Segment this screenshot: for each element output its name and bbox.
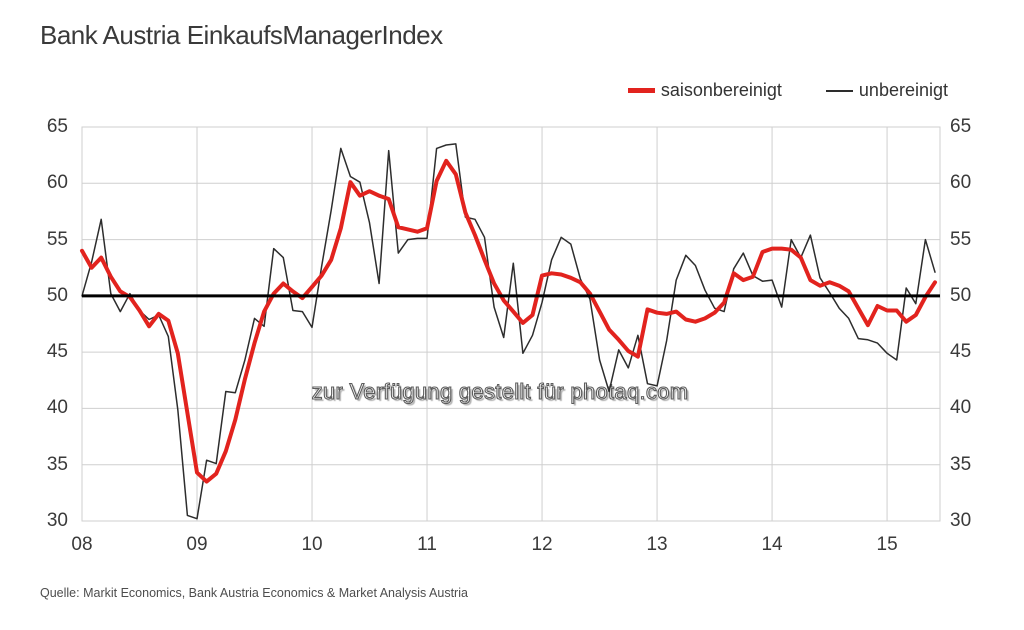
legend-line-swatch xyxy=(627,88,655,93)
legend-line-swatch xyxy=(825,89,853,92)
y-tick-label-left: 55 xyxy=(46,228,68,250)
x-tick-label-14: 14 xyxy=(761,534,783,555)
y-tick-label-right: 40 xyxy=(950,397,972,419)
y-tick-label-left: 50 xyxy=(46,284,68,306)
legend-label: unbereinigt xyxy=(858,80,948,100)
y-tick-label-right: 30 xyxy=(950,510,972,531)
x-tick-label-13: 13 xyxy=(646,534,668,555)
y-tick-label-left: 40 xyxy=(46,397,68,419)
x-tick-label-08: 08 xyxy=(71,534,93,555)
page-title: Bank Austria EinkaufsManagerIndex xyxy=(40,20,443,50)
y-tick-label-right: 60 xyxy=(950,172,972,194)
chart-legend: saisonbereinigt unbereinigt xyxy=(627,80,948,101)
source-attribution: Quelle: Markit Economics, Bank Austria E… xyxy=(40,586,468,600)
y-tick-label-right: 35 xyxy=(950,453,972,475)
y-tick-label-left: 30 xyxy=(46,510,68,531)
x-tick-label-15: 15 xyxy=(876,534,898,555)
y-tick-label-right: 55 xyxy=(950,228,972,250)
y-tick-label-left: 35 xyxy=(46,453,68,475)
legend-label: saisonbereinigt xyxy=(660,80,782,100)
series-line-saisonbereinigt xyxy=(80,158,937,484)
legend-item-unbereinigt: unbereinigt xyxy=(825,80,948,101)
y-tick-label-left: 65 xyxy=(46,116,68,137)
legend-item-saisonbereinigt: saisonbereinigt xyxy=(627,80,782,101)
plot-border xyxy=(81,126,941,522)
y-tick-label-left: 45 xyxy=(46,341,68,363)
y-tick-label-left: 60 xyxy=(46,172,68,194)
series-line-unbereinigt xyxy=(81,143,936,520)
x-tick-label-12: 12 xyxy=(531,534,553,555)
y-tick-label-right: 50 xyxy=(950,284,972,306)
y-tick-label-right: 45 xyxy=(950,341,972,363)
x-tick-label-11: 11 xyxy=(417,534,437,555)
y-tick-label-right: 65 xyxy=(950,116,972,137)
x-tick-label-10: 10 xyxy=(301,534,323,555)
x-tick-label-09: 09 xyxy=(186,534,208,555)
